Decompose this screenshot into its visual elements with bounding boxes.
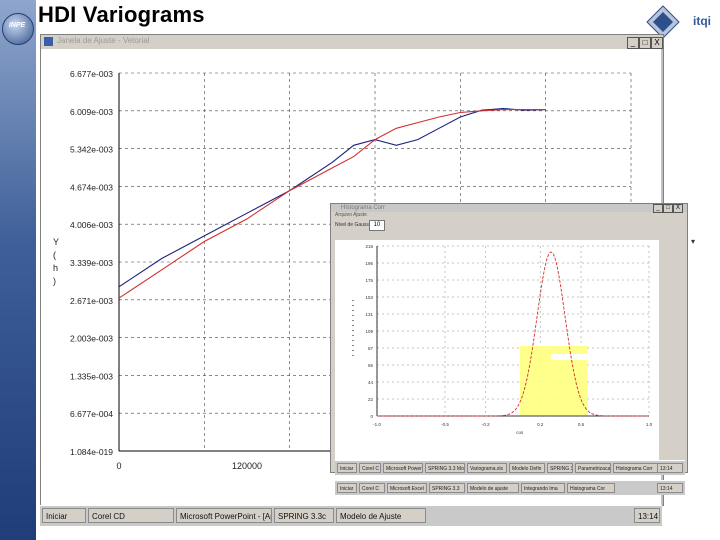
y-tick-label: 4.006e-003: [70, 220, 113, 230]
sub-minimize-button[interactable]: _: [653, 204, 663, 213]
histogram-curve: [377, 251, 649, 417]
y-tick-label: 6.677e-004: [70, 409, 113, 419]
y-axis-label: h: [53, 263, 58, 273]
histogram-chart: 218 196 175 153 131 109 87 65 44 22 0-1.0 -0.5 -0.2 0…: [352, 244, 653, 435]
taskbar-item[interactable]: Histograma Cor: [567, 483, 615, 493]
gauss-level-input[interactable]: 10: [369, 220, 385, 231]
window-title: Janela de Ajuste - Vetorial: [57, 36, 150, 45]
y-axis-label: (: [53, 250, 56, 260]
sub-window-title: Histograma Corr: [341, 205, 386, 211]
taskbar-lower: Iniciar Corel C Microsoft Excel SPRING 3.3 M…: [335, 480, 685, 495]
series-line-1: [118, 109, 546, 299]
sub-x-tick-label: 0.2: [537, 422, 544, 427]
sub-menu-bar[interactable]: Arquivo Ajuste: [335, 212, 367, 218]
histogram-window: Histograma Corr _ □ X Arquivo Ajuste Niv…: [330, 203, 688, 473]
brand-text: itqi: [693, 14, 711, 28]
taskbar-item[interactable]: Microsoft PowerPoint: [383, 463, 423, 473]
sub-y-tick-label: 44: [368, 380, 374, 385]
taskbar-item[interactable]: Histograma Corr: [613, 463, 659, 473]
sub-x-tick-label: -0.5: [441, 422, 449, 427]
y-axis-label: ): [53, 276, 56, 286]
taskbar-item[interactable]: Corel CD: [88, 508, 174, 523]
taskbar-item[interactable]: Modelo de Ajuste: [336, 508, 426, 523]
start-button[interactable]: Iniciar: [42, 508, 86, 523]
sub-x-tick-label: 1.0: [646, 422, 653, 427]
sub-y-tick-label: 196: [365, 261, 373, 266]
x-tick-label: 0: [116, 461, 121, 471]
y-tick-label: 5.342e-003: [70, 145, 113, 155]
sub-y-tick-label: 65: [368, 363, 374, 368]
sub-y-tick-label: 0: [370, 414, 373, 419]
maximize-button[interactable]: □: [639, 37, 651, 49]
inpe-logo: [2, 13, 34, 45]
series-line-0: [118, 107, 546, 288]
taskbar-item[interactable]: SPRING 3.3: [547, 463, 573, 473]
taskbar-bottom: Iniciar Corel CD Microsoft PowerPoint - [A…: [40, 505, 662, 526]
main-titlebar[interactable]: Janela de Ajuste - Vetorial _ □ X: [41, 35, 663, 49]
y-tick-label: 2.003e-003: [70, 334, 113, 344]
taskbar-item[interactable]: Parametrizacao: [575, 463, 611, 473]
slide-stripe: [0, 0, 36, 540]
sub-y-tick-label: 131: [365, 312, 373, 317]
y-tick-label: 3.339e-003: [70, 258, 113, 268]
sub-titlebar[interactable]: Histograma Corr _ □ X: [331, 204, 687, 213]
taskbar-item[interactable]: SPRING 3.3c: [274, 508, 334, 523]
taskbar-item[interactable]: Variograma.xls: [467, 463, 507, 473]
sub-y-tick-label: 109: [365, 329, 373, 334]
logo-text: INPE: [8, 22, 26, 29]
start-button[interactable]: Iniciar: [337, 463, 357, 473]
sub-y-tick-label: 87: [368, 346, 374, 351]
sub-x-tick-label: -0.2: [482, 422, 490, 427]
slide-title: HDI Variograms: [38, 2, 205, 27]
taskbar-item[interactable]: Microsoft PowerPoint - [Ap...: [176, 508, 272, 523]
taskbar-item[interactable]: SPRING 3.3 Mosaico: [425, 463, 465, 473]
sub-close-button[interactable]: X: [673, 204, 683, 213]
sub-x-tick-label: -1.0: [373, 422, 381, 427]
taskbar-item[interactable]: Modelo de ajuste: [467, 483, 519, 493]
taskbar-item[interactable]: Microsoft Excel: [387, 483, 427, 493]
taskbar-item[interactable]: Corel C: [359, 463, 381, 473]
sub-y-tick-label: 153: [365, 295, 373, 300]
start-button[interactable]: Iniciar: [337, 483, 357, 493]
y-tick-label: 4.674e-003: [70, 182, 113, 192]
sub-x-axis-label: cos: [516, 430, 524, 435]
y-tick-label: 1.335e-003: [70, 371, 113, 381]
sub-y-tick-label: 175: [365, 278, 373, 283]
taskbar-item[interactable]: Integrando Ima: [521, 483, 565, 493]
sub-y-tick-label: 218: [365, 244, 373, 249]
y-tick-label: 6.009e-003: [70, 107, 113, 117]
scroll-arrow-icon[interactable]: ▾: [691, 237, 696, 246]
y-tick-label: 2.671e-003: [70, 296, 113, 306]
sub-x-tick-label: 0.5: [578, 422, 585, 427]
y-axis-label: Y: [53, 237, 59, 247]
taskbar-clock: 13:14: [657, 463, 683, 473]
highlight-notch: [551, 354, 588, 360]
taskbar-item[interactable]: Corel C: [359, 483, 385, 493]
taskbar-item[interactable]: SPRING 3.3: [429, 483, 465, 493]
histogram-plot: 218 196 175 153 131 109 87 65 44 22 0 -1.0 -0.5 -0.2 0…: [335, 240, 659, 464]
y-tick-label: 1.084e-019: [70, 447, 113, 457]
gauss-level-label: Nivel de Gauss: [335, 222, 369, 228]
taskbar-item[interactable]: Modelo Defin: [509, 463, 545, 473]
taskbar-clock: 13:14: [634, 508, 660, 523]
y-tick-label: 6.677e-003: [70, 69, 113, 79]
minimize-button[interactable]: _: [627, 37, 639, 49]
taskbar-clock: 13:14: [657, 483, 683, 493]
x-tick-label: 120000: [232, 461, 262, 471]
sub-y-tick-label: 22: [368, 397, 374, 402]
window-app-icon: [44, 37, 53, 46]
sub-maximize-button[interactable]: □: [663, 204, 673, 213]
close-button[interactable]: X: [651, 37, 663, 49]
